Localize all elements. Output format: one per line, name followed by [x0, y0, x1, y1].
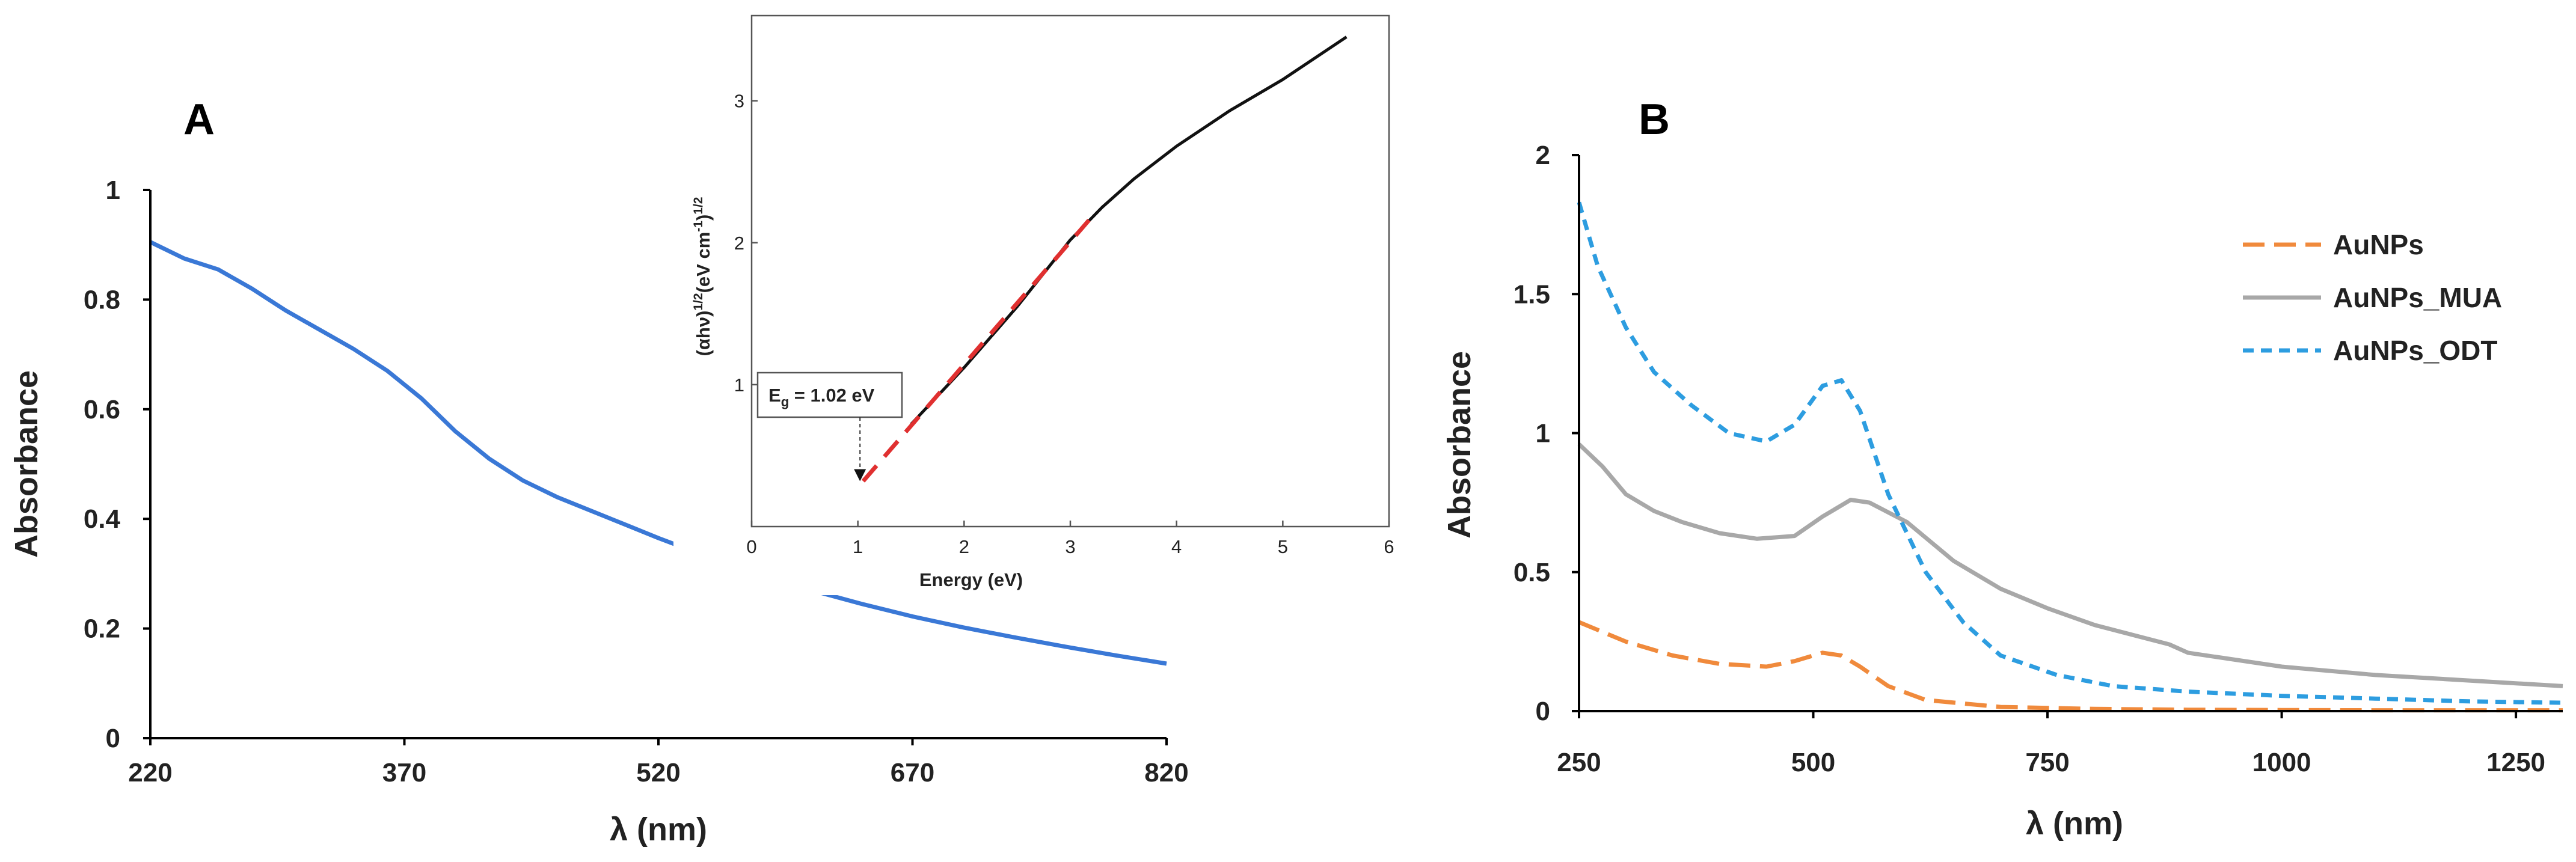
- bandgap-label: Eg = 1.02 eV: [768, 385, 875, 409]
- inset-x-tick-label: 1: [853, 536, 863, 557]
- bandgap-label-sub: g: [781, 394, 789, 409]
- panel-a-y-axis-label: Absorbance: [8, 370, 44, 558]
- panel-b-label: B: [1639, 96, 1670, 144]
- panel-b-aunps-odt-line: [1577, 201, 2563, 705]
- panel-a-x-tick-label: 220: [128, 758, 172, 787]
- inset-x-tick-label: 5: [1278, 536, 1288, 557]
- panel-a-y-tick-label: 0.4: [84, 504, 121, 534]
- panel-a-y-tick-label: 0.8: [84, 285, 120, 314]
- panel-a-absorbance-line: [149, 240, 1167, 666]
- panel-b-legend: AuNPs AuNPs_MUA AuNPs_ODT: [2243, 229, 2502, 366]
- panel-a-y-tick-label: 0.2: [84, 614, 120, 644]
- panel-b-x-tick-label: 1250: [2486, 748, 2545, 777]
- panel-a-x-tick-label: 820: [1144, 758, 1188, 787]
- panel-b-y-tick-label: 0: [1536, 697, 1550, 726]
- legend-label-aunps: AuNPs: [2333, 229, 2424, 260]
- panel-a-label: A: [183, 96, 215, 144]
- bandgap-label-e: E: [768, 385, 781, 406]
- inset-x-tick-label: 2: [959, 536, 969, 557]
- panel-b-aunps-mua-line: [1577, 442, 2563, 688]
- inset-x-tick-label: 3: [1065, 536, 1075, 557]
- panel-a-x-tick-label: 370: [382, 758, 426, 787]
- legend-label-aunps-mua: AuNPs_MUA: [2333, 282, 2502, 313]
- inset-tauc-line: [910, 35, 1348, 426]
- inset-x-tick-label: 0: [746, 536, 756, 557]
- inset-x-axis-label: Energy (eV): [919, 569, 1023, 590]
- panel-b-y-tick-label: 1: [1536, 419, 1550, 448]
- panel-b-chart: B 250 500 750 1000 1250 0 0.5 1 1.5 2 λ (nm) Abs…: [1441, 96, 2563, 842]
- inset-y-tick-label: 1: [734, 374, 744, 396]
- panel-b-y-tick-label: 2: [1536, 141, 1550, 170]
- legend-label-aunps-odt: AuNPs_ODT: [2333, 335, 2497, 366]
- panel-b-x-tick-label: 250: [1557, 748, 1601, 777]
- inset-background: [673, 0, 1419, 595]
- inset-x-tick-label: 6: [1384, 536, 1394, 557]
- panel-b-x-axis-label: λ (nm): [2026, 805, 2123, 842]
- panel-b-y-tick-label: 1.5: [1513, 280, 1550, 309]
- panel-b-aunps-line: [1578, 620, 2563, 713]
- inset-tauc-plot: 0 1 2 3 4 5 6 1 2 3 Eg = 1.02 eV Energy (eV) (αh…: [673, 0, 1419, 595]
- panel-b-x-tick-label: 750: [2025, 748, 2069, 777]
- panel-a-y-tick-label: 1: [106, 176, 120, 205]
- panel-b-y-tick-label: 0.5: [1513, 558, 1550, 587]
- panel-a-y-tick-label: 0.6: [84, 395, 120, 424]
- inset-y-tick-label: 2: [734, 233, 744, 254]
- bandgap-annotation: Eg = 1.02 eV: [756, 371, 903, 481]
- bandgap-label-value: = 1.02 eV: [789, 385, 875, 406]
- panel-a-chart: A 220 370 520 670 820 00.20.40.60.81 λ (nm) …: [8, 96, 1189, 848]
- panel-a-y-tick-label: 0: [106, 724, 120, 753]
- panel-b-y-axis-label: Absorbance: [1441, 351, 1477, 539]
- inset-y-tick-label: 3: [734, 91, 744, 112]
- panel-a-x-tick-label: 520: [636, 758, 680, 787]
- panel-a-x-axis-label: λ (nm): [610, 812, 707, 848]
- inset-y-axis-label: (αhν)1/2(eV cm-1)1/2: [692, 197, 714, 356]
- panel-a-x-tick-label: 670: [891, 758, 934, 787]
- inset-linear-fit-line: [861, 216, 1093, 483]
- panel-b-x-tick-label: 1000: [2252, 748, 2311, 777]
- bandgap-box: [756, 371, 903, 418]
- bandgap-arrow: [854, 469, 866, 481]
- inset-x-tick-label: 4: [1171, 536, 1182, 557]
- panel-b-x-tick-label: 500: [1791, 748, 1835, 777]
